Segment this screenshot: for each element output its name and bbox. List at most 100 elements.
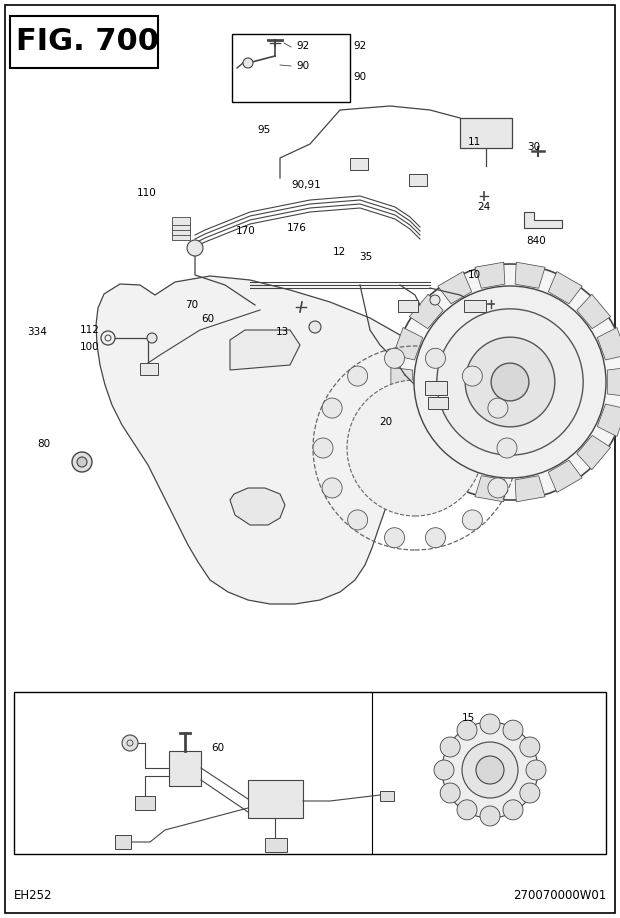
Circle shape (462, 742, 518, 798)
Circle shape (309, 321, 321, 333)
Bar (140, 363, 158, 375)
Text: 176: 176 (286, 223, 306, 232)
Polygon shape (96, 276, 420, 604)
Circle shape (392, 264, 620, 500)
Text: 90: 90 (353, 73, 366, 82)
Circle shape (480, 806, 500, 826)
Circle shape (440, 737, 460, 757)
Polygon shape (391, 367, 413, 397)
Bar (409, 174, 427, 186)
Circle shape (497, 438, 517, 458)
Polygon shape (597, 328, 620, 360)
Text: 70: 70 (185, 300, 198, 309)
Circle shape (520, 783, 540, 803)
Bar (172, 217, 190, 225)
Bar (428, 397, 448, 409)
Polygon shape (524, 212, 562, 228)
Text: 334: 334 (27, 328, 47, 337)
Bar (248, 780, 303, 818)
Circle shape (243, 58, 253, 68)
Circle shape (463, 366, 482, 386)
Circle shape (425, 528, 446, 548)
Polygon shape (230, 488, 285, 525)
Circle shape (430, 295, 440, 305)
Text: 10: 10 (468, 271, 481, 280)
Polygon shape (515, 476, 545, 502)
Bar (460, 118, 512, 148)
Text: 35: 35 (360, 252, 373, 262)
Text: 30: 30 (527, 142, 540, 151)
Polygon shape (409, 435, 443, 470)
Circle shape (457, 720, 477, 740)
Bar (115, 835, 131, 849)
Text: 60: 60 (211, 744, 224, 753)
Text: 170: 170 (236, 227, 255, 236)
Polygon shape (393, 328, 423, 360)
Circle shape (488, 478, 508, 498)
Text: 60: 60 (202, 315, 215, 324)
Polygon shape (230, 330, 300, 370)
Circle shape (348, 509, 368, 530)
Bar (265, 838, 287, 852)
Bar (172, 227, 190, 235)
Circle shape (348, 366, 368, 386)
Text: 112: 112 (79, 326, 99, 335)
Text: 20: 20 (379, 418, 392, 427)
Text: 90: 90 (296, 61, 309, 71)
Circle shape (526, 760, 546, 780)
Text: 270070000W01: 270070000W01 (513, 889, 606, 902)
Circle shape (440, 783, 460, 803)
Text: 11: 11 (468, 138, 481, 147)
Circle shape (77, 457, 87, 467)
Circle shape (465, 337, 555, 427)
Polygon shape (548, 272, 582, 304)
Circle shape (122, 735, 138, 751)
Text: 92: 92 (353, 41, 366, 50)
Polygon shape (597, 404, 620, 436)
Text: 13: 13 (276, 328, 289, 337)
Circle shape (384, 348, 404, 368)
Bar (169, 751, 201, 786)
Circle shape (476, 756, 504, 784)
Bar (10, 16, 158, 68)
Circle shape (414, 286, 606, 478)
Circle shape (480, 714, 500, 734)
Circle shape (313, 438, 333, 458)
Polygon shape (475, 263, 505, 288)
Circle shape (347, 380, 483, 516)
Text: 90,91: 90,91 (291, 181, 321, 190)
Circle shape (384, 528, 404, 548)
Circle shape (147, 333, 157, 343)
Bar (14, 692, 606, 854)
Polygon shape (577, 295, 611, 329)
Bar (232, 34, 350, 102)
Circle shape (488, 398, 508, 418)
Text: FIG. 700: FIG. 700 (16, 28, 159, 57)
Bar (398, 300, 418, 312)
Polygon shape (409, 295, 443, 329)
Text: 92: 92 (296, 41, 309, 51)
Bar (172, 232, 190, 240)
Circle shape (437, 308, 583, 455)
Bar (425, 381, 447, 395)
Circle shape (434, 760, 454, 780)
Polygon shape (577, 435, 611, 470)
Circle shape (463, 509, 482, 530)
Polygon shape (393, 404, 423, 436)
Circle shape (457, 800, 477, 820)
Circle shape (425, 348, 446, 368)
Bar (135, 796, 155, 810)
Circle shape (503, 720, 523, 740)
Text: 24: 24 (477, 203, 490, 212)
Text: 100: 100 (79, 342, 99, 352)
Bar (380, 791, 394, 801)
Text: 80: 80 (37, 440, 50, 449)
Polygon shape (438, 460, 472, 492)
Text: EH252: EH252 (14, 889, 53, 902)
Bar (350, 158, 368, 170)
Polygon shape (607, 367, 620, 397)
Polygon shape (548, 460, 582, 492)
Circle shape (322, 398, 342, 418)
Circle shape (72, 452, 92, 472)
Bar (464, 300, 486, 312)
